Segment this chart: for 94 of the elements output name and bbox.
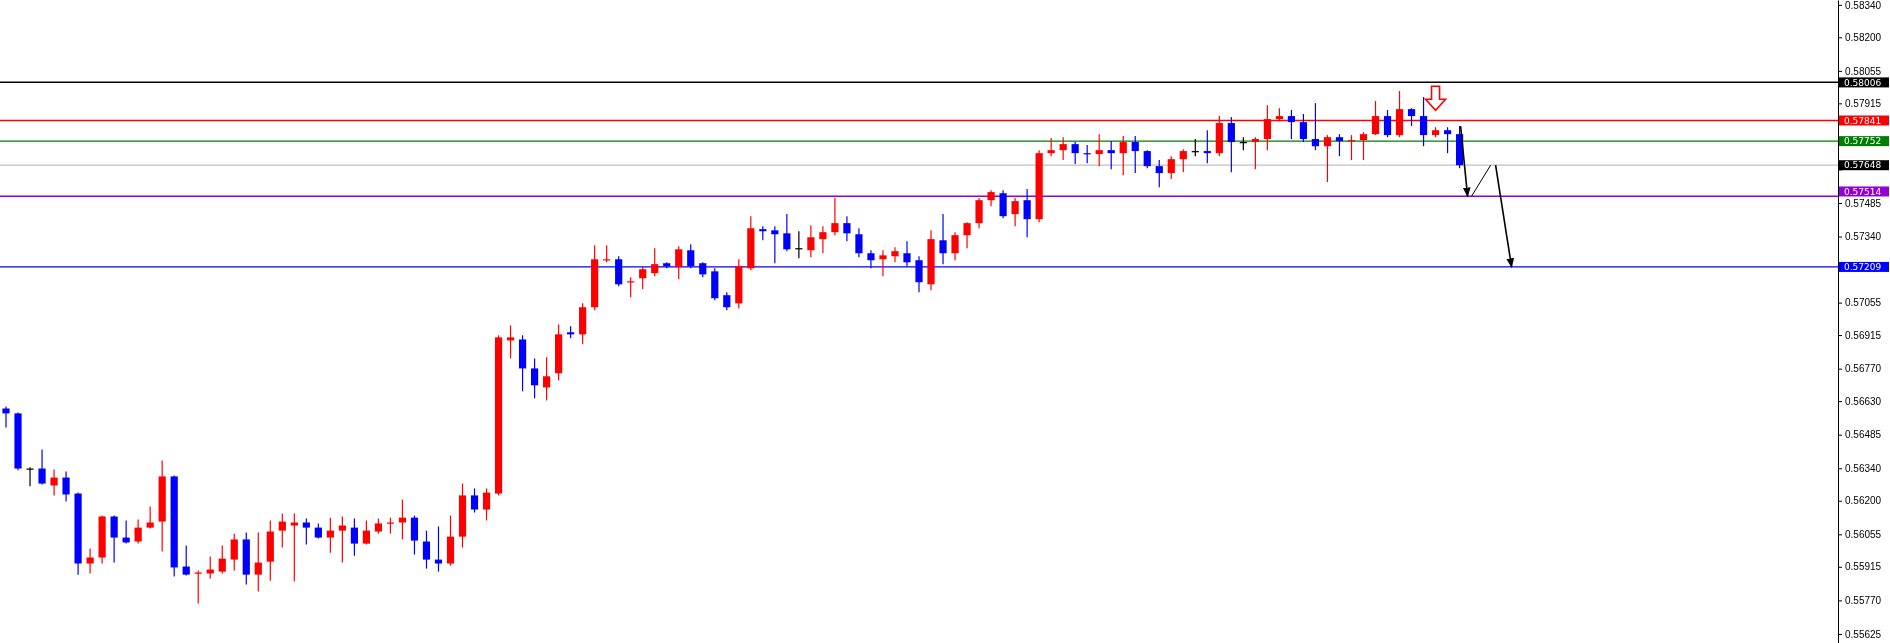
y-tick-label: 0.56340 xyxy=(1845,462,1882,474)
candlestick xyxy=(1311,102,1320,151)
candlestick xyxy=(1419,96,1428,147)
candlestick xyxy=(1167,155,1175,180)
ref-line-label: 0.57514 xyxy=(1844,186,1882,197)
candlestick xyxy=(1011,197,1019,227)
y-tick-label: 0.58055 xyxy=(1845,65,1882,77)
candlestick xyxy=(1227,116,1235,173)
candlestick xyxy=(422,530,431,570)
candlestick xyxy=(1299,113,1308,143)
candlestick xyxy=(38,448,46,486)
candlestick xyxy=(326,517,334,554)
y-tick-label: 0.57055 xyxy=(1845,297,1882,309)
candlestick xyxy=(843,215,851,242)
y-tick-label: 0.57915 xyxy=(1845,98,1882,110)
candlestick xyxy=(302,517,310,546)
y-tick-label: 0.58340 xyxy=(1845,0,1882,11)
y-tick-label: 0.58200 xyxy=(1845,32,1882,44)
candlestick xyxy=(410,514,419,556)
candlestick xyxy=(350,517,358,557)
candlestick xyxy=(218,544,226,575)
candlestick xyxy=(1155,159,1163,188)
candlestick xyxy=(1383,109,1392,138)
ref-line-label: 0.57752 xyxy=(1844,136,1882,147)
candlestick xyxy=(542,356,551,401)
candlestick xyxy=(1251,136,1259,170)
candlestick xyxy=(2,405,10,429)
candlestick xyxy=(86,547,94,575)
candlestick xyxy=(50,468,58,496)
candlestick xyxy=(1323,134,1332,183)
candlestick xyxy=(62,470,70,503)
candlestick xyxy=(771,225,779,264)
candlestick xyxy=(434,525,443,573)
candlestick xyxy=(230,533,238,572)
y-tick-label: 0.56630 xyxy=(1845,395,1882,407)
candlestick xyxy=(783,213,791,252)
y-tick-label: 0.55625 xyxy=(1845,628,1882,640)
candlestick xyxy=(1059,136,1067,161)
candlestick xyxy=(134,518,142,545)
candlestick xyxy=(723,291,731,311)
candlestick xyxy=(278,512,286,549)
candlestick xyxy=(1131,135,1139,174)
candlestick xyxy=(110,514,118,564)
candlestick xyxy=(975,197,983,229)
y-tick-label: 0.55770 xyxy=(1845,595,1882,607)
candlestick xyxy=(639,265,647,290)
ref-line-label: 0.57648 xyxy=(1844,160,1882,171)
y-tick-label: 0.56200 xyxy=(1845,495,1882,507)
candlestick xyxy=(999,189,1007,219)
candlestick xyxy=(182,544,190,577)
candlestick xyxy=(506,324,515,360)
candlestick xyxy=(1071,141,1079,165)
y-tick-label: 0.57340 xyxy=(1845,231,1882,243)
candlestick xyxy=(939,213,947,265)
y-tick-label: 0.55915 xyxy=(1845,561,1882,573)
candlestick xyxy=(1203,129,1211,164)
candlestick xyxy=(963,221,971,249)
candlestick xyxy=(1179,148,1187,173)
ref-line-label: 0.58006 xyxy=(1844,77,1882,88)
candlestick xyxy=(530,357,539,399)
candlestick xyxy=(831,197,839,236)
candlestick xyxy=(819,225,827,254)
candlestick xyxy=(1023,188,1031,238)
candlestick xyxy=(1359,131,1368,161)
candlestick xyxy=(855,227,863,258)
y-tick-label: 0.56915 xyxy=(1845,329,1882,341)
candlestick xyxy=(1047,137,1055,157)
candlestick xyxy=(470,487,479,514)
candlestick xyxy=(1119,135,1127,176)
candlestick xyxy=(1143,149,1151,169)
candlestick xyxy=(1287,109,1296,140)
candlestick xyxy=(482,487,491,522)
y-tick-label: 0.56770 xyxy=(1845,363,1882,375)
candlestick xyxy=(1443,126,1452,154)
candlestick xyxy=(338,515,346,564)
candlestick xyxy=(398,498,407,541)
ref-line-label: 0.57841 xyxy=(1844,115,1882,126)
ref-line-label: 0.57209 xyxy=(1844,262,1882,273)
candlestick xyxy=(254,531,262,593)
y-tick-label: 0.56485 xyxy=(1845,429,1882,441)
candlestick xyxy=(290,512,298,583)
candlestick xyxy=(891,246,899,263)
candlestick xyxy=(1095,133,1103,167)
candlestick xyxy=(1107,140,1115,170)
candlestick xyxy=(146,505,154,530)
candlestick xyxy=(1335,133,1344,157)
candlestick xyxy=(807,224,815,258)
candlestick xyxy=(675,245,683,280)
y-tick-label: 0.57485 xyxy=(1845,197,1882,209)
candlestick xyxy=(362,519,370,546)
candlestick xyxy=(951,231,959,261)
y-tick-label: 0.56055 xyxy=(1845,529,1882,541)
candlestick xyxy=(651,247,659,277)
candlestick xyxy=(879,249,887,277)
